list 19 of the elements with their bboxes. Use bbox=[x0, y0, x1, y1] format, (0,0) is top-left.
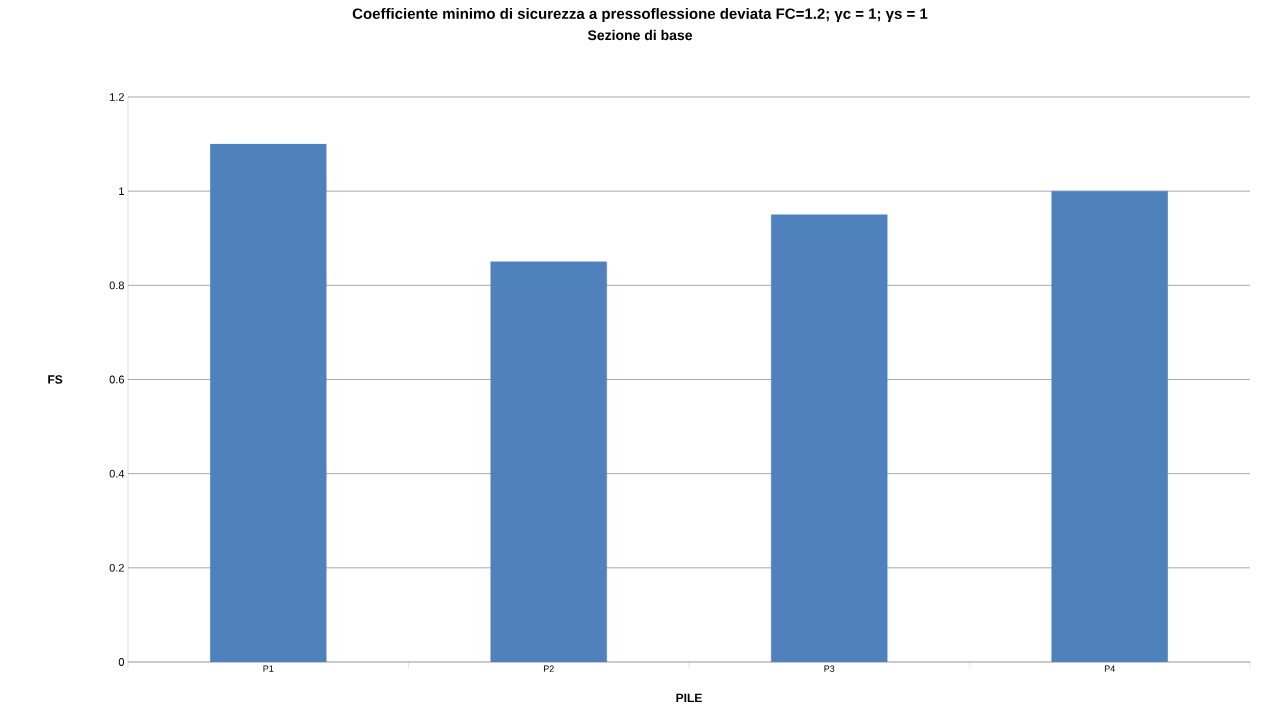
x-tick-label: P3 bbox=[824, 665, 835, 672]
chart-title: Coefficiente minimo di sicurezza a pressoflessione deviata FC=1.2; γc = 1; γs = 1 bbox=[352, 8, 928, 22]
bar bbox=[771, 214, 888, 662]
x-axis-title: PILE bbox=[676, 693, 702, 703]
x-tick-label: P2 bbox=[543, 665, 554, 672]
y-tick-label: 1.2 bbox=[110, 93, 124, 101]
chart-subtitle: Sezione di base bbox=[587, 29, 693, 41]
y-tick-label: 0 bbox=[118, 658, 125, 666]
x-tick-label: P1 bbox=[263, 665, 274, 672]
bar bbox=[210, 143, 327, 662]
bar bbox=[490, 261, 607, 662]
y-tick-label: 1 bbox=[119, 187, 124, 195]
y-axis-title: FS bbox=[48, 375, 63, 384]
y-tick-label: 0.2 bbox=[109, 563, 124, 572]
y-tick-label: 0.8 bbox=[109, 281, 124, 290]
x-tick-label: P4 bbox=[1104, 665, 1115, 672]
bar bbox=[1051, 190, 1168, 662]
y-tick-label: 0.4 bbox=[109, 469, 125, 478]
y-tick-label: 0.6 bbox=[109, 375, 124, 384]
